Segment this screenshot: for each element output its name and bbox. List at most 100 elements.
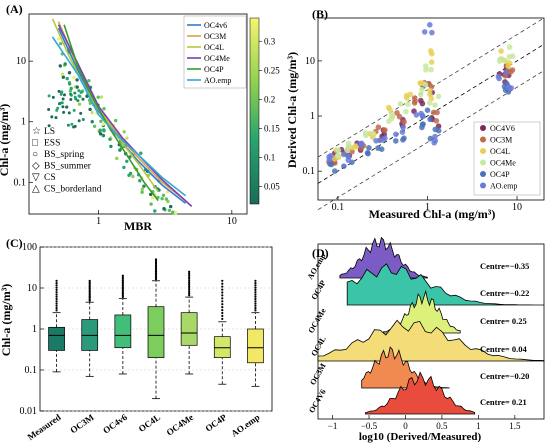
panel-b-point: [344, 147, 351, 154]
panel-b-label: (B): [312, 7, 328, 21]
panel-a-marker-symbol: □: [32, 138, 38, 149]
box-outlier: [221, 282, 224, 285]
panel-a-marker-legend: ☆ LS □ ESS ○ BS_spring ◇ BS_summer ▽ CS △ CS_border…: [32, 126, 102, 195]
panel-a-point: [96, 95, 100, 99]
panel-a-point: [87, 79, 91, 83]
box-outlier: [254, 302, 257, 305]
panel-d-ytick-label: OC3M: [308, 361, 328, 386]
box-outlier: [221, 317, 224, 320]
panel-a-point: [57, 37, 61, 41]
box-outlier: [254, 295, 257, 298]
panel-b-legend-swatch: [480, 159, 486, 166]
panel-a-lines: [51, 18, 193, 207]
box-outlier: [254, 279, 257, 282]
panel-b-point: [427, 100, 433, 106]
panel-b-point: [506, 84, 513, 91]
box-oc4p: [213, 336, 231, 359]
panel-c-xtick-label: OC4v6: [101, 412, 129, 436]
panel-b-ytick-label: 0.1: [303, 166, 316, 177]
panel-d-xtick-label: 0: [403, 421, 408, 431]
panel-a-point: [47, 94, 51, 98]
panel-c-xtick-label: AO.emp: [229, 412, 261, 439]
panel-a-point: [149, 192, 153, 197]
box-outlier: [254, 284, 257, 287]
panel-b-point: [497, 56, 503, 62]
panel-a-point: [61, 105, 65, 109]
panel-b-point: [424, 107, 431, 113]
panel-a-point: [88, 107, 92, 112]
panel-d-ytick-label: OC4Me: [306, 306, 328, 334]
panel-a-xtick-label: 10: [227, 216, 237, 227]
panel-d-xtick-label: 1: [476, 421, 481, 431]
panel-a-point: [51, 95, 55, 99]
panel-a-point: [162, 207, 166, 211]
panel-b-point: [432, 102, 438, 108]
panel-b-legend-label: OC4P: [490, 170, 510, 179]
panel-a-point: [131, 174, 135, 179]
panel-a-point: [77, 102, 82, 106]
panel-a-point: [79, 111, 83, 115]
panel-b-point: [366, 145, 372, 151]
panel-a-xlabel: MBR: [124, 219, 152, 233]
panel-c-label: (C): [6, 236, 23, 250]
panel-b-points: [326, 22, 516, 174]
box-outlier: [221, 309, 224, 312]
panel-b-point: [388, 116, 395, 122]
panel-a-point: [125, 136, 129, 140]
panel-b-reference-line: [317, 17, 545, 158]
panel-a-point: [149, 202, 153, 206]
ridge-oc4l: [317, 319, 545, 362]
panel-b-point: [431, 140, 438, 146]
panel-b-point: [508, 69, 514, 75]
panel-b-point: [501, 57, 508, 64]
panel-d-xtick-label: −1: [328, 421, 338, 431]
panel-a-point: [102, 107, 106, 111]
box-outlier: [121, 281, 124, 284]
box-outlier: [221, 285, 224, 288]
panel-a-marker-label: CS_borderland: [44, 185, 102, 195]
box-outlier: [55, 293, 58, 296]
box-outlier: [121, 287, 124, 290]
panel-b-point: [495, 73, 502, 80]
panel-b-point: [428, 66, 434, 73]
panel-b-point: [506, 44, 513, 50]
colorbar-tick-label: 0.25: [264, 65, 280, 75]
box-outlier: [121, 286, 124, 289]
panel-c-xtick-label: OC4L: [137, 412, 162, 434]
panel-a-point: [67, 82, 72, 86]
panel-a-point: [161, 193, 166, 197]
box-outlier: [188, 294, 191, 297]
panel-a-point: [54, 116, 58, 120]
panel-b-legend: OC4V6 OC3M OC4L OC4Me OC4P AO.emp: [473, 121, 541, 196]
panel-a-point: [140, 187, 144, 191]
panel-a-point: [99, 95, 104, 99]
panel-b-point: [370, 130, 376, 137]
box-outlier: [55, 284, 58, 287]
panel-b-point: [418, 97, 424, 104]
box-outlier: [55, 304, 58, 307]
box-outlier: [254, 309, 257, 312]
panel-b-point: [397, 101, 404, 107]
panel-b-point: [419, 121, 426, 128]
box-outlier: [188, 276, 191, 279]
box-oc4v6: [114, 314, 132, 349]
panel-a-point: [57, 89, 61, 93]
box-outlier: [121, 292, 124, 295]
box-outlier: [88, 293, 91, 296]
panel-b-point: [380, 137, 386, 143]
box-outlier: [55, 309, 58, 312]
panel-a-point: [150, 196, 155, 200]
panel-d-ytick-label: AO.emp: [306, 251, 328, 281]
panel-a-point: [67, 111, 71, 115]
panel-b-point: [327, 161, 333, 167]
panel-a-point: [108, 137, 112, 141]
panel-a-point: [63, 62, 67, 66]
panel-b-point: [427, 87, 433, 94]
panel-b-point: [421, 29, 428, 35]
panel-c: (C) Measured OC3M OC4v6 OC4L OC4Me OC4P AO.emp…: [0, 236, 273, 442]
panel-b-legend-swatch: [480, 148, 486, 154]
panel-b-point: [340, 151, 347, 158]
colorbar-tick-label: 0.1: [264, 153, 275, 163]
panel-a-point: [169, 204, 173, 209]
panel-a-point: [101, 133, 106, 138]
